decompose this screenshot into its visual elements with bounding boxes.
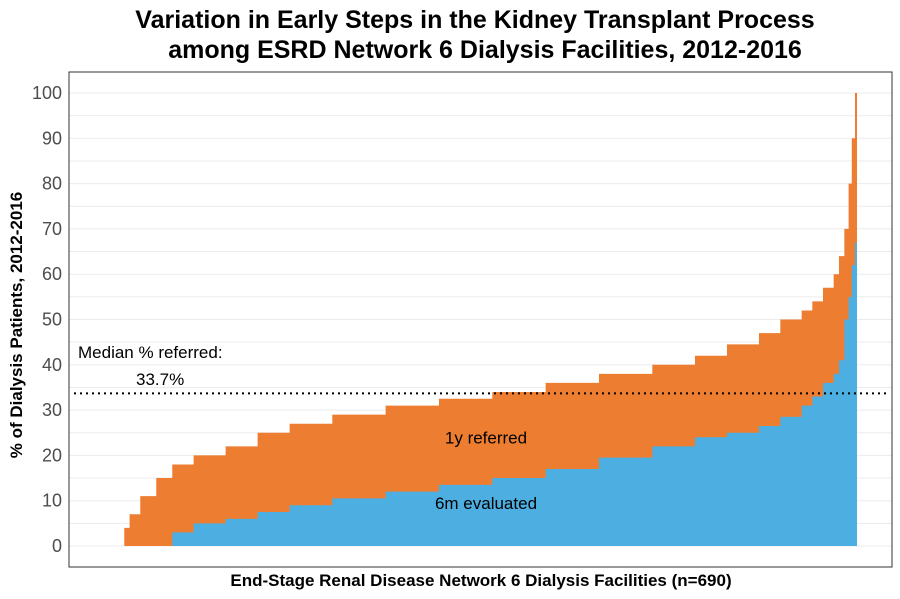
y-tick-label: 90 bbox=[42, 128, 62, 148]
y-tick-label: 30 bbox=[42, 400, 62, 420]
y-tick-label: 20 bbox=[42, 445, 62, 465]
chart-title-line1: Variation in Early Steps in the Kidney T… bbox=[135, 6, 814, 34]
y-tick-label: 60 bbox=[42, 264, 62, 284]
plot-panel-border bbox=[68, 71, 893, 568]
data-areas bbox=[120, 93, 857, 547]
y-tick-label: 10 bbox=[42, 491, 62, 511]
series-label-6m-evaluated: 6m evaluated bbox=[435, 494, 537, 513]
chart-title-line2: among ESRD Network 6 Dialysis Facilities… bbox=[168, 36, 802, 64]
gridlines bbox=[69, 92, 892, 547]
series-label-1y-referred: 1y referred bbox=[445, 428, 527, 447]
median-label: Median % referred: bbox=[78, 343, 223, 362]
y-tick-label: 0 bbox=[52, 536, 62, 556]
y-tick-label: 100 bbox=[32, 83, 62, 103]
y-axis-ticks: 0 10 20 30 40 50 60 70 80 90 100 bbox=[32, 83, 62, 556]
y-tick-label: 40 bbox=[42, 355, 62, 375]
series-area-1y-referred bbox=[120, 93, 857, 546]
y-tick-label: 50 bbox=[42, 310, 62, 330]
x-axis-title: End-Stage Renal Disease Network 6 Dialys… bbox=[230, 571, 731, 590]
y-tick-label: 70 bbox=[42, 219, 62, 239]
y-tick-label: 80 bbox=[42, 174, 62, 194]
median-value-label: 33.7% bbox=[136, 370, 184, 389]
series-area-6m-evaluated bbox=[120, 242, 857, 547]
y-axis-title: % of Dialysis Patients, 2012-2016 bbox=[7, 192, 26, 458]
